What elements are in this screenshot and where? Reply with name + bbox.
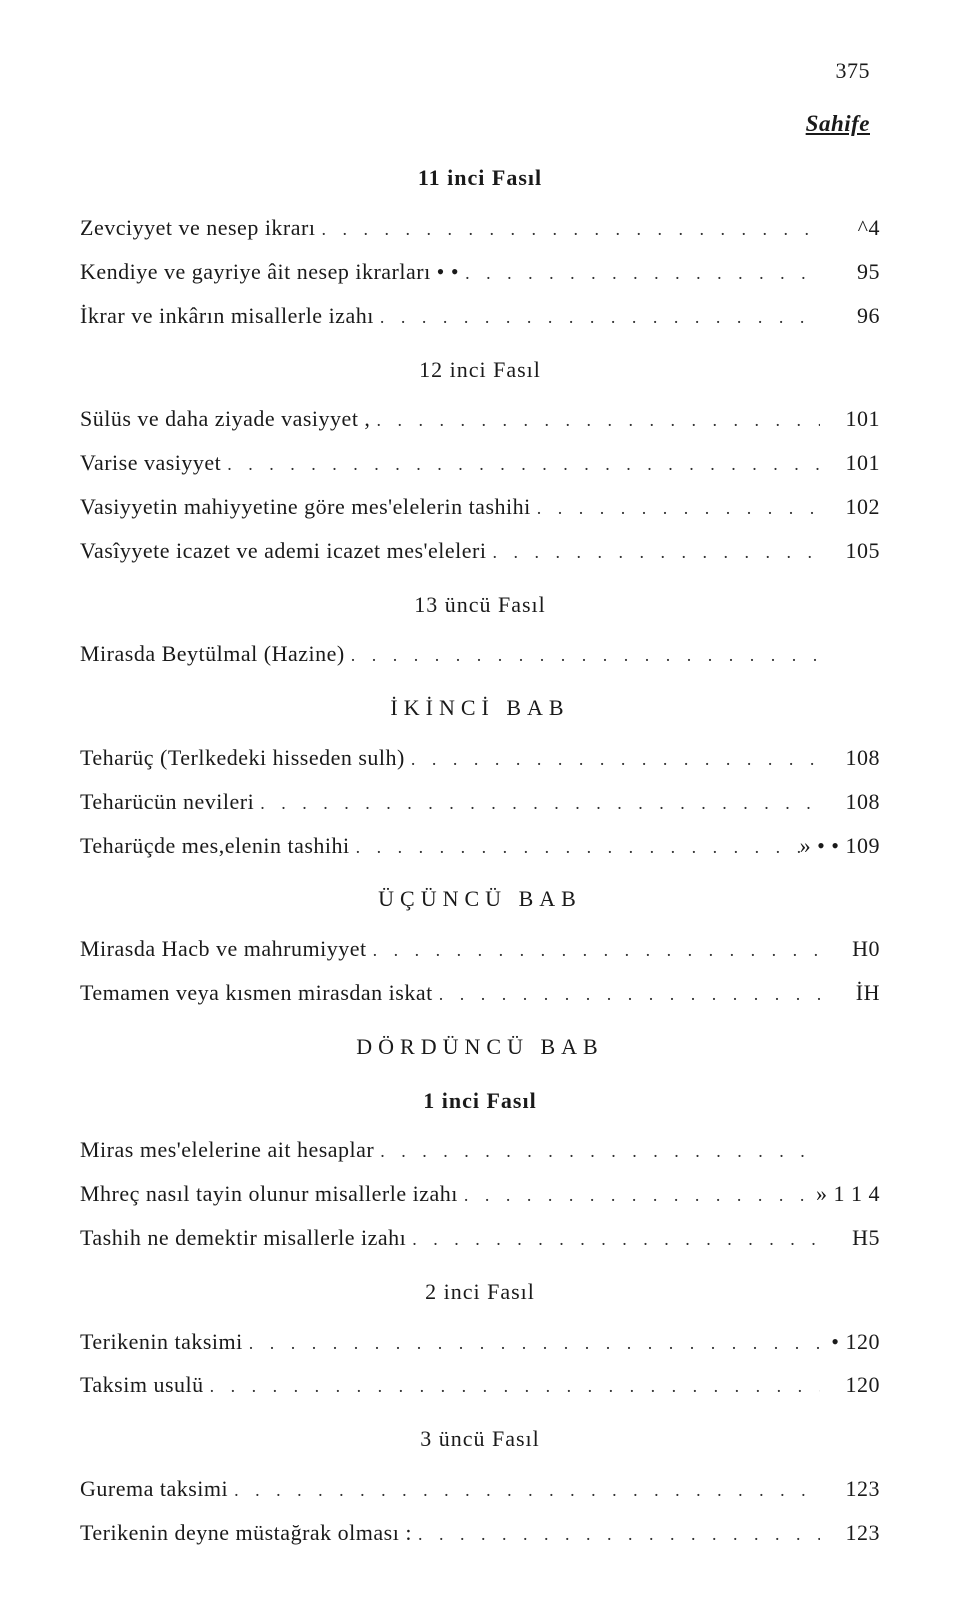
toc-label: Teharüç (Terlkedeki hisseden sulh) bbox=[80, 737, 405, 779]
section-title: 3 üncü Fasıl bbox=[80, 1418, 880, 1460]
toc-page: » 1 1 4 bbox=[816, 1173, 880, 1215]
toc-row: Terikenin deyne müstağrak olması :. . . … bbox=[80, 1512, 880, 1554]
toc-leader: . . . . . . . . . . . . . . . . . . . . … bbox=[406, 1222, 820, 1256]
toc-label: Zevciyyet ve nesep ikrarı bbox=[80, 207, 315, 249]
toc-leader: . . . . . . . . . . . . . . . . . . . . … bbox=[221, 447, 820, 481]
toc-leader: . . . . . . . . . . . . . . . . . . . . … bbox=[315, 212, 820, 246]
toc-page: 105 bbox=[820, 530, 880, 572]
toc-leader: . . . . . . . . . . . . . . . . . . . . … bbox=[405, 742, 820, 776]
toc-label: Taksim usulü bbox=[80, 1364, 204, 1406]
toc-label: Teharüçde mes,elenin tashihi bbox=[80, 825, 350, 867]
toc-row: Miras mes'elelerine ait hesaplar. . . . … bbox=[80, 1129, 880, 1171]
toc-leader: . . . . . . . . . . . . . . . . . . . . … bbox=[459, 256, 820, 290]
toc-leader: . . . . . . . . . . . . . . . . . . . . … bbox=[374, 1134, 820, 1168]
toc-label: Gurema taksimi bbox=[80, 1468, 228, 1510]
toc-leader: . . . . . . . . . . . . . . . . . . . . … bbox=[374, 300, 820, 334]
toc-page: 95 bbox=[820, 251, 880, 293]
toc-row: Varise vasiyyet. . . . . . . . . . . . .… bbox=[80, 442, 880, 484]
toc-page: 123 bbox=[820, 1468, 880, 1510]
toc-leader: . . . . . . . . . . . . . . . . . . . . … bbox=[486, 535, 820, 569]
toc-leader: . . . . . . . . . . . . . . . . . . . . … bbox=[204, 1369, 820, 1403]
toc-leader: . . . . . . . . . . . . . . . . . . . . … bbox=[254, 786, 820, 820]
toc-row: İkrar ve inkârın misallerle izahı. . . .… bbox=[80, 295, 880, 337]
toc-leader: . . . . . . . . . . . . . . . . . . . . … bbox=[350, 830, 800, 864]
section-title: 11 inci Fasıl bbox=[80, 157, 880, 199]
toc-row: Tashih ne demektir misallerle izahı. . .… bbox=[80, 1217, 880, 1259]
toc-leader: . . . . . . . . . . . . . . . . . . . . … bbox=[412, 1517, 820, 1551]
toc-leader: . . . . . . . . . . . . . . . . . . . . … bbox=[433, 977, 820, 1011]
toc-page: 123 bbox=[820, 1512, 880, 1554]
toc-row: Mhreç nasıl tayin olunur misallerle izah… bbox=[80, 1173, 880, 1215]
section-title: 13 üncü Fasıl bbox=[80, 584, 880, 626]
toc-page: » • • 109 bbox=[800, 825, 880, 867]
section-title: DÖRDÜNCÜ BAB bbox=[80, 1026, 880, 1068]
toc-label: Mirasda Beytülmal (Hazine) bbox=[80, 633, 345, 675]
toc-row: Teharüç (Terlkedeki hisseden sulh). . . … bbox=[80, 737, 880, 779]
toc-leader: . . . . . . . . . . . . . . . . . . . . … bbox=[367, 933, 820, 967]
toc-label: İkrar ve inkârın misallerle izahı bbox=[80, 295, 374, 337]
toc-row: Mirasda Hacb ve mahrumiyyet. . . . . . .… bbox=[80, 928, 880, 970]
toc-row: Vasiyyetin mahiyyetine göre mes'elelerin… bbox=[80, 486, 880, 528]
toc-label: Miras mes'elelerine ait hesaplar bbox=[80, 1129, 374, 1171]
toc-leader: . . . . . . . . . . . . . . . . . . . . … bbox=[370, 403, 820, 437]
section-title: 2 inci Fasıl bbox=[80, 1271, 880, 1313]
toc-page: H0 bbox=[820, 928, 880, 970]
toc-page: 96 bbox=[820, 295, 880, 337]
toc-leader: . . . . . . . . . . . . . . . . . . . . … bbox=[458, 1178, 816, 1212]
toc-row: Teharücün nevileri. . . . . . . . . . . … bbox=[80, 781, 880, 823]
toc-label: Mirasda Hacb ve mahrumiyyet bbox=[80, 928, 367, 970]
toc-label: Kendiye ve gayriye âit nesep ikrarları •… bbox=[80, 251, 459, 293]
toc-row: Terikenin taksimi. . . . . . . . . . . .… bbox=[80, 1321, 880, 1363]
toc-leader: . . . . . . . . . . . . . . . . . . . . … bbox=[531, 491, 820, 525]
toc-row: Vasîyyete icazet ve ademi icazet mes'ele… bbox=[80, 530, 880, 572]
toc-label: Vasiyyetin mahiyyetine göre mes'elelerin… bbox=[80, 486, 531, 528]
toc-row: Taksim usulü. . . . . . . . . . . . . . … bbox=[80, 1364, 880, 1406]
toc-label: Vasîyyete icazet ve ademi icazet mes'ele… bbox=[80, 530, 486, 572]
toc-page: 101 bbox=[820, 442, 880, 484]
toc-label: Varise vasiyyet bbox=[80, 442, 221, 484]
toc-page: 108 bbox=[820, 781, 880, 823]
toc-label: Sülüs ve daha ziyade vasiyyet , bbox=[80, 398, 370, 440]
toc-label: Temamen veya kısmen mirasdan iskat bbox=[80, 972, 433, 1014]
toc-page: H5 bbox=[820, 1217, 880, 1259]
toc-page: 101 bbox=[820, 398, 880, 440]
toc-row: Zevciyyet ve nesep ikrarı. . . . . . . .… bbox=[80, 207, 880, 249]
toc-label: Terikenin taksimi bbox=[80, 1321, 243, 1363]
toc-label: Teharücün nevileri bbox=[80, 781, 254, 823]
toc-row: Sülüs ve daha ziyade vasiyyet ,. . . . .… bbox=[80, 398, 880, 440]
section-title: ÜÇÜNCÜ BAB bbox=[80, 878, 880, 920]
toc-container: 11 inci FasılZevciyyet ve nesep ikrarı. … bbox=[80, 157, 880, 1553]
section-title: İKİNCİ BAB bbox=[80, 687, 880, 729]
toc-leader: . . . . . . . . . . . . . . . . . . . . … bbox=[228, 1473, 820, 1507]
toc-label: Mhreç nasıl tayin olunur misallerle izah… bbox=[80, 1173, 458, 1215]
section-title: 12 inci Fasıl bbox=[80, 349, 880, 391]
toc-row: Temamen veya kısmen mirasdan iskat. . . … bbox=[80, 972, 880, 1014]
toc-row: Teharüçde mes,elenin tashihi. . . . . . … bbox=[80, 825, 880, 867]
toc-row: Kendiye ve gayriye âit nesep ikrarları •… bbox=[80, 251, 880, 293]
toc-page: ^4 bbox=[820, 207, 880, 249]
page-header: Sahife bbox=[80, 102, 880, 146]
toc-leader: . . . . . . . . . . . . . . . . . . . . … bbox=[243, 1326, 820, 1360]
page-number: 375 bbox=[80, 50, 880, 92]
toc-page: • 120 bbox=[820, 1321, 880, 1363]
toc-page: 120 bbox=[820, 1364, 880, 1406]
toc-page: 108 bbox=[820, 737, 880, 779]
toc-page: İH bbox=[820, 972, 880, 1014]
toc-row: Mirasda Beytülmal (Hazine). . . . . . . … bbox=[80, 633, 880, 675]
toc-page: 102 bbox=[820, 486, 880, 528]
toc-row: Gurema taksimi. . . . . . . . . . . . . … bbox=[80, 1468, 880, 1510]
toc-leader: . . . . . . . . . . . . . . . . . . . . … bbox=[345, 638, 820, 672]
toc-label: Terikenin deyne müstağrak olması : bbox=[80, 1512, 412, 1554]
section-title: 1 inci Fasıl bbox=[80, 1080, 880, 1122]
toc-label: Tashih ne demektir misallerle izahı bbox=[80, 1217, 406, 1259]
